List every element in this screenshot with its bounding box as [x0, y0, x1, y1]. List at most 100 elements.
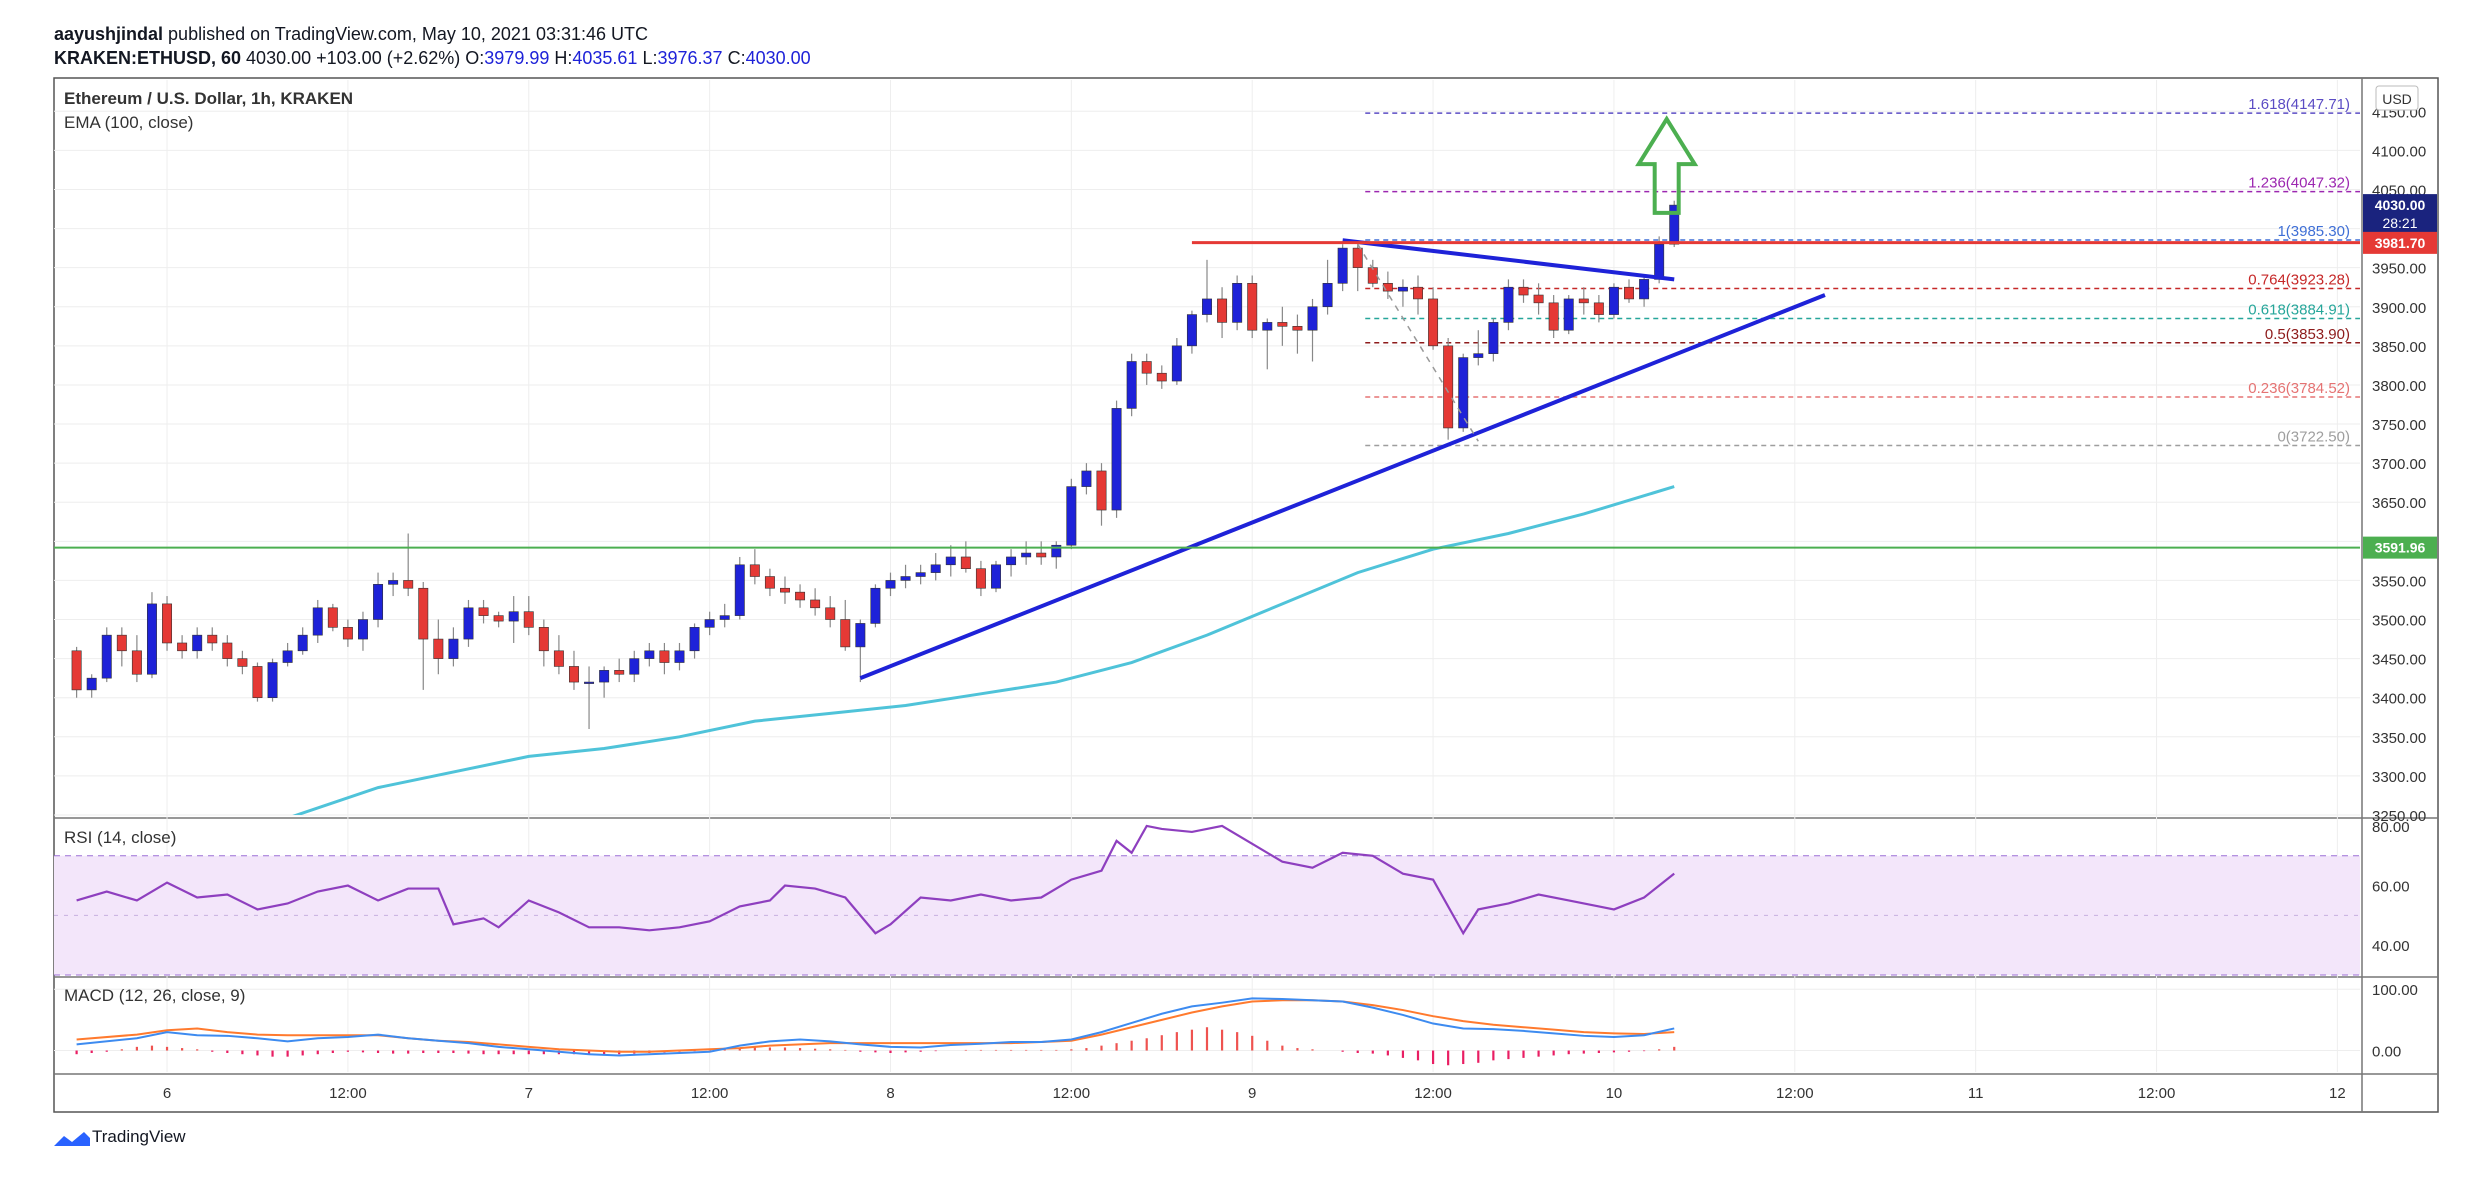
candle-body: [1488, 322, 1499, 354]
candle-body: [252, 666, 263, 699]
candle-body: [689, 627, 700, 652]
drawn-line: [859, 293, 1826, 681]
x-tick-label: 7: [525, 1085, 533, 1102]
candle-body: [855, 623, 866, 648]
candle-body: [373, 584, 384, 620]
low-value: 3976.37: [657, 48, 723, 68]
y-tick-label: 3450.00: [2372, 652, 2426, 669]
low-label: L:: [642, 48, 658, 68]
candle-body: [734, 564, 745, 616]
time-axis[interactable]: 6 12:00 7 12:00 8 12:00 9 12:00 10 12:00 11 12:00 12: [163, 1085, 2346, 1102]
close-label: C:: [727, 48, 746, 68]
candle-body: [433, 638, 444, 659]
main-grid: [54, 78, 2438, 1112]
candle-body: [1578, 298, 1589, 304]
candle-body: [1021, 552, 1032, 558]
candle-body: [71, 650, 82, 691]
candle-body: [1307, 306, 1318, 331]
rsi-tick-label: 80.00: [2372, 819, 2410, 836]
symbol-line: KRAKEN:ETHUSD, 60 4030.00 +103.00 (+2.62…: [54, 48, 811, 69]
candle-body: [1352, 247, 1363, 268]
candle-body: [358, 619, 368, 640]
fib-level-label: 1(3985.30): [2277, 223, 2350, 240]
currency-label[interactable]: USD: [2382, 91, 2412, 107]
candle-body: [131, 650, 142, 675]
price-badge-label: 3591.96: [2375, 540, 2426, 556]
candle-body: [780, 587, 790, 593]
candle-body: [478, 607, 489, 616]
candle-body: [493, 615, 504, 622]
candle-body: [553, 650, 564, 667]
candle-body: [418, 587, 429, 640]
x-tick-label: 11: [1968, 1085, 1984, 1102]
trend-lines: [54, 238, 2360, 681]
candle-body: [1111, 408, 1122, 511]
open-value: 3979.99: [484, 48, 550, 68]
candle-body: [312, 607, 323, 636]
candle-body: [1096, 470, 1107, 511]
high-value: 4035.61: [572, 48, 638, 68]
publisher-username[interactable]: aayushjindal: [54, 24, 164, 44]
candle-body: [1126, 361, 1137, 409]
candle-body: [1051, 544, 1062, 558]
y-tick-label: 3250.00: [2372, 808, 2426, 825]
y-tick-label: 3650.00: [2372, 495, 2426, 512]
fib-level-label: 1.618(4147.71): [2248, 96, 2350, 113]
tradingview-brand: TradingView: [92, 1127, 186, 1146]
candle-body: [1624, 286, 1634, 300]
candle-body: [1232, 282, 1243, 323]
macd-layer: [75, 997, 1676, 1066]
candle-body: [1141, 361, 1152, 374]
y-tick-label: 3900.00: [2372, 300, 2426, 317]
candle-body: [1262, 322, 1273, 331]
candle-body: [282, 650, 293, 663]
candle-body: [237, 658, 248, 667]
candle-body: [86, 677, 97, 691]
candle-body: [403, 580, 414, 589]
currency-button[interactable]: [2375, 85, 2419, 111]
candle-body: [146, 603, 157, 675]
candle-body: [960, 556, 971, 569]
y-tick-label: 3300.00: [2372, 769, 2426, 786]
y-tick-label: 3500.00: [2372, 613, 2426, 630]
candle-body: [1066, 486, 1077, 546]
x-tick-label: 12:00: [1053, 1085, 1091, 1102]
candle-body: [1156, 372, 1167, 382]
x-tick-label: 10: [1606, 1085, 1623, 1102]
publish-line: aayushjindal published on TradingView.co…: [54, 24, 648, 45]
price-axis[interactable]: 3250.00 3300.00 3350.00 3400.00 3450.00 3500.…: [2363, 104, 2437, 1061]
price-change: +103.00 (+2.62%): [316, 48, 461, 68]
ema-line: [292, 485, 1675, 815]
x-tick-label: 12:00: [691, 1085, 729, 1102]
candle-body: [508, 611, 519, 622]
candle-body: [1247, 282, 1258, 331]
candle-body: [1518, 286, 1529, 296]
macd-tick-label: 0.00: [2372, 1044, 2401, 1061]
candle-body: [764, 576, 775, 589]
tradingview-logo[interactable]: TradingView: [54, 1127, 186, 1146]
symbol-name: KRAKEN:ETHUSD, 60: [54, 48, 242, 68]
candle-body: [1322, 282, 1333, 308]
candle-body: [704, 619, 715, 628]
candle-body: [840, 619, 851, 648]
candle-body: [192, 634, 203, 652]
candle-body: [523, 611, 534, 628]
macd-label: MACD (12, 26, close, 9): [64, 986, 245, 1005]
candle-body: [1458, 357, 1469, 429]
y-tick-label: 3850.00: [2372, 339, 2426, 356]
price-badge-countdown: 28:21: [2382, 215, 2417, 231]
candle-body: [991, 564, 1001, 589]
candle-body: [1548, 302, 1559, 331]
x-tick-label: 12:00: [1776, 1085, 1814, 1102]
candle-body: [945, 556, 956, 566]
fibonacci-levels: 1.618(4147.71) 1.236(4047.32) 1(3985.30) 0.…: [1365, 96, 2360, 447]
y-tick-label: 3400.00: [2372, 691, 2426, 708]
x-tick-label: 12:00: [1414, 1085, 1452, 1102]
y-tick-label: 4100.00: [2372, 143, 2426, 160]
candle-body: [1186, 314, 1197, 347]
price-badge-label: 3981.70: [2375, 235, 2426, 251]
candle-body: [116, 634, 127, 652]
fib-level-label: 0(3722.50): [2277, 429, 2350, 446]
candle-body: [659, 650, 670, 663]
